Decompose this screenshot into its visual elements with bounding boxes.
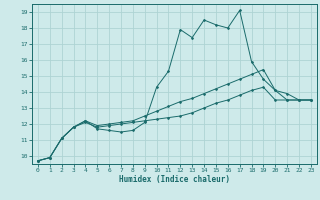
- X-axis label: Humidex (Indice chaleur): Humidex (Indice chaleur): [119, 175, 230, 184]
